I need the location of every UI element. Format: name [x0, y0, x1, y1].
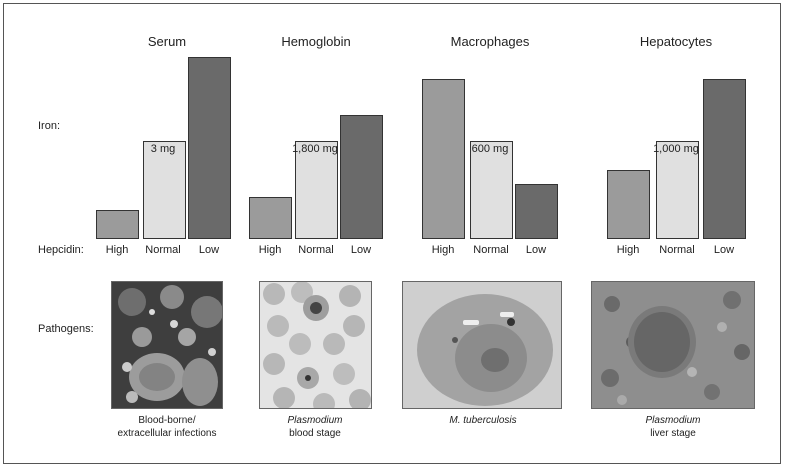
- micrograph-m-tuberculosis: [402, 281, 562, 409]
- label-hemoglobin-low: Low: [350, 244, 372, 256]
- bar-hemoglobin-normal: [294, 141, 338, 239]
- label-serum-high: High: [105, 244, 129, 256]
- caption-extracellular: Blood-borne/ extracellular infections: [118, 414, 217, 440]
- bar-macrophages-low: [514, 184, 558, 239]
- label-macrophages-normal: Normal: [473, 244, 509, 256]
- caption-plasmodium-blood-line1: Plasmodium: [287, 415, 343, 426]
- micrograph-plasmodium-liver: [591, 281, 755, 409]
- label-hemoglobin-normal: Normal: [298, 244, 334, 256]
- bar-hepatocytes-high: [606, 170, 650, 239]
- caption-extracellular-line1: Blood-borne/: [138, 415, 196, 426]
- pathogens-row-label: Pathogens:: [38, 323, 94, 335]
- caption-m-tuberculosis: M. tuberculosis: [449, 414, 516, 427]
- panel-title-serum: Serum: [147, 34, 187, 49]
- caption-extracellular-line2: extracellular infections: [117, 428, 217, 439]
- micrograph-extracellular: [111, 281, 223, 409]
- caption-plasmodium-liver: Plasmodium liver stage: [645, 414, 700, 440]
- amount-hemoglobin: 1,800 mg: [292, 143, 338, 155]
- bar-serum-low: [187, 57, 231, 239]
- panel-title-hemoglobin: Hemoglobin: [281, 34, 351, 49]
- bar-hepatocytes-low: [702, 79, 746, 239]
- caption-m-tuberculosis-line1: M. tuberculosis: [449, 415, 517, 426]
- amount-hepatocytes: 1,000 mg: [653, 143, 699, 155]
- bar-hemoglobin-high: [248, 197, 292, 239]
- label-hepatocytes-normal: Normal: [659, 244, 695, 256]
- caption-plasmodium-liver-line2: liver stage: [650, 428, 696, 439]
- caption-plasmodium-blood-line2: blood stage: [289, 428, 341, 439]
- bar-serum-normal: [142, 141, 186, 239]
- label-serum-normal: Normal: [145, 244, 181, 256]
- bar-macrophages-normal: [469, 141, 513, 239]
- micrograph-plasmodium-blood: [259, 281, 372, 409]
- panel-title-hepatocytes: Hepatocytes: [639, 34, 713, 49]
- caption-plasmodium-liver-line1: Plasmodium: [645, 415, 701, 426]
- amount-serum: 3 mg: [150, 143, 176, 155]
- label-hemoglobin-high: High: [258, 244, 282, 256]
- label-macrophages-high: High: [431, 244, 455, 256]
- bar-macrophages-high: [421, 79, 465, 239]
- bar-hemoglobin-low: [339, 115, 383, 239]
- hepcidin-row-label: Hepcidin:: [38, 244, 84, 256]
- label-macrophages-low: Low: [525, 244, 547, 256]
- bar-serum-high: [95, 210, 139, 239]
- amount-macrophages: 600 mg: [471, 143, 509, 155]
- caption-plasmodium-blood: Plasmodium blood stage: [287, 414, 342, 440]
- iron-row-label: Iron:: [38, 120, 61, 132]
- label-hepatocytes-high: High: [616, 244, 640, 256]
- panel-title-macrophages: Macrophages: [450, 34, 530, 49]
- bar-hepatocytes-normal: [655, 141, 699, 239]
- label-serum-low: Low: [198, 244, 220, 256]
- label-hepatocytes-low: Low: [713, 244, 735, 256]
- figure-frame: [3, 3, 781, 464]
